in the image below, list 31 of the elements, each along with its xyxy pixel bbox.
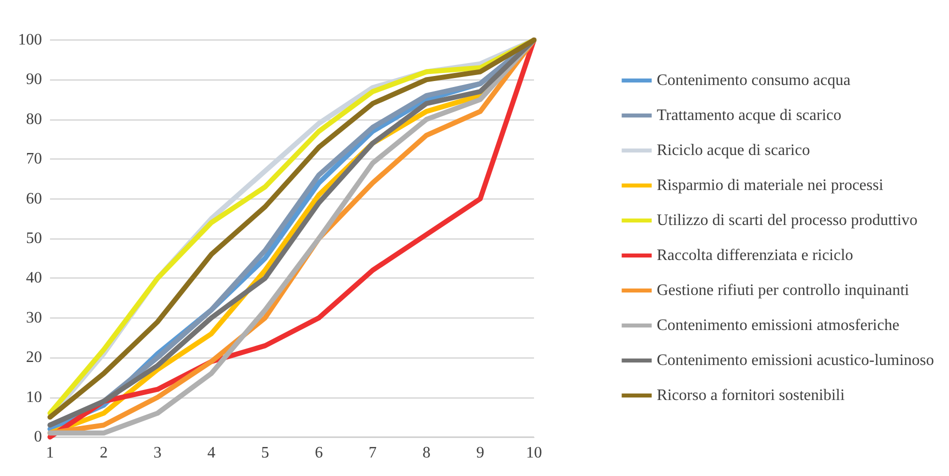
legend-label: Gestione rifiuti per controllo inquinanti bbox=[656, 282, 910, 299]
y-tick-label: 10 bbox=[26, 388, 42, 406]
x-tick-label: 8 bbox=[422, 444, 430, 462]
y-tick-label: 20 bbox=[26, 349, 42, 366]
x-tick-label: 9 bbox=[476, 444, 484, 462]
x-tick-label: 3 bbox=[154, 444, 162, 462]
x-tick-label: 7 bbox=[368, 444, 377, 462]
legend-label: Contenimento emissioni atmosferiche bbox=[656, 317, 900, 334]
x-tick-label: 5 bbox=[261, 444, 270, 462]
y-tick-label: 100 bbox=[18, 32, 42, 48]
legend-label: Contenimento emissioni acustico-luminoso bbox=[656, 352, 934, 369]
x-tick-label: 10 bbox=[526, 444, 542, 462]
legend-label: Risparmio di materiale nei processi bbox=[656, 177, 884, 194]
legend-label: Trattamento acque di scarico bbox=[656, 107, 842, 124]
y-tick-label: 0 bbox=[34, 428, 42, 446]
legend-label: Utilizzo di scarti del processo produttivo bbox=[656, 212, 918, 229]
legend-label: Contenimento consumo acqua bbox=[656, 72, 850, 89]
x-tick-label: 1 bbox=[46, 444, 54, 462]
x-tick-label: 2 bbox=[100, 444, 108, 462]
legend-label: Riciclo acque di scarico bbox=[656, 142, 810, 159]
y-tick-label: 40 bbox=[26, 270, 42, 287]
legend-label: Raccolta differenziata e riciclo bbox=[656, 247, 854, 264]
legend-label: Ricorso a fornitori sostenibili bbox=[656, 387, 846, 404]
y-tick-label: 70 bbox=[26, 150, 42, 168]
y-tick-label: 60 bbox=[26, 190, 42, 208]
y-tick-label: 50 bbox=[26, 230, 42, 247]
y-tick-label: 30 bbox=[26, 309, 42, 326]
y-tick-label: 90 bbox=[26, 71, 42, 88]
x-tick-label: 6 bbox=[314, 444, 323, 462]
x-tick-label: 4 bbox=[207, 444, 216, 462]
y-tick-label: 80 bbox=[26, 110, 42, 128]
